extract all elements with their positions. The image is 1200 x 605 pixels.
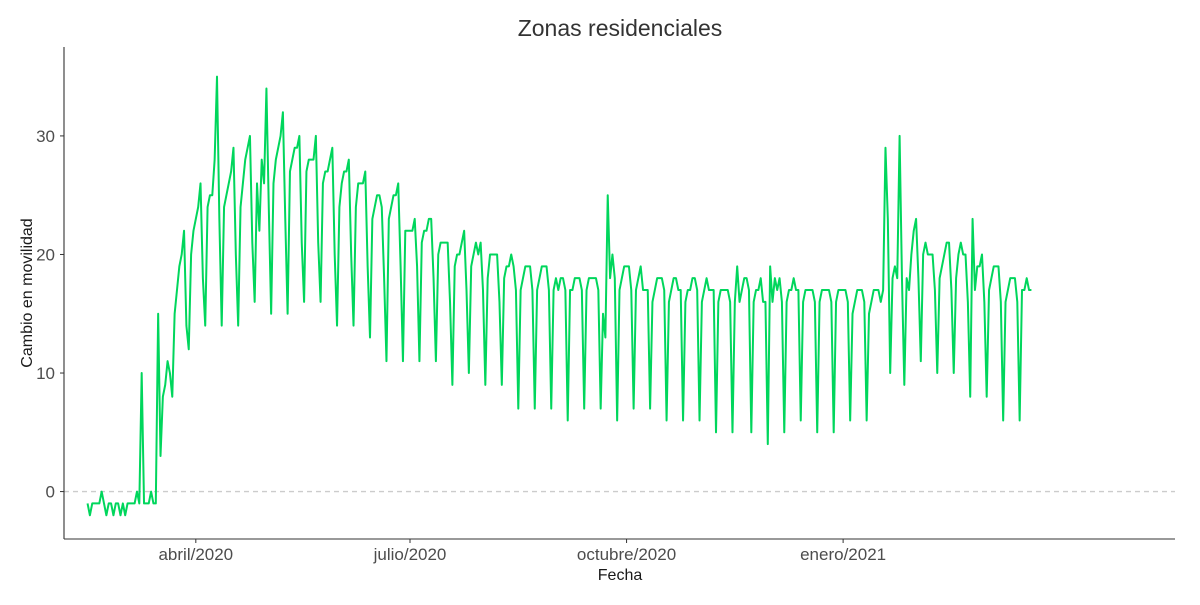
y-tick-label: 20: [36, 245, 55, 264]
x-tick-label: abril/2020: [158, 545, 233, 564]
chart-title: Zonas residenciales: [518, 15, 723, 41]
x-axis: abril/2020 julio/2020 octubre/2020 enero/20…: [158, 539, 886, 564]
series-line-1: [86, 75, 1032, 517]
x-tick-label: julio/2020: [373, 545, 447, 564]
series-group: [86, 75, 1032, 517]
y-tick-label: 30: [36, 127, 55, 146]
y-tick-label: 10: [36, 364, 55, 383]
x-axis-title: Fecha: [598, 567, 643, 584]
y-axis: 0 10 20 30: [36, 127, 64, 502]
x-tick-label: enero/2021: [800, 545, 886, 564]
x-tick-label: octubre/2020: [577, 545, 676, 564]
y-axis-title: Cambio en movilidad: [19, 218, 36, 367]
y-tick-label: 0: [46, 483, 55, 502]
